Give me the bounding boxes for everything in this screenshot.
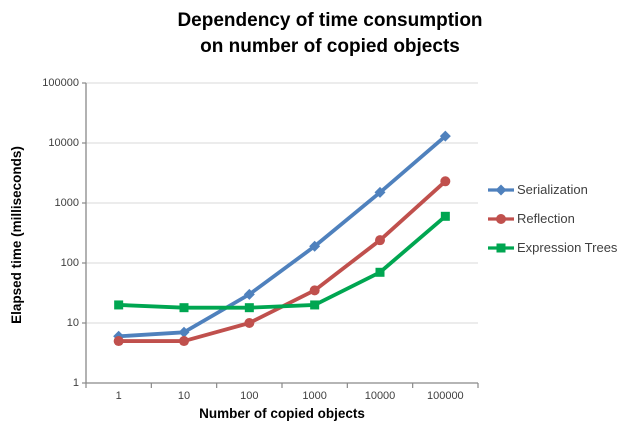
marker-expression-trees: [440, 211, 450, 221]
marker-reflection: [179, 336, 189, 347]
legend-swatch-circle-icon: [488, 213, 514, 224]
legend-swatch-square-icon: [488, 243, 514, 252]
series-line-reflection: [116, 179, 448, 343]
legend-marker: [496, 213, 506, 224]
marker-serialization: [243, 288, 255, 300]
marker-serialization: [178, 326, 190, 338]
chart-title-line1: Dependency of time consumption: [177, 10, 483, 31]
legend-label: Expression Trees: [517, 240, 618, 255]
marker-reflection: [440, 176, 451, 187]
x-tick-label: 1: [115, 390, 122, 402]
x-tick-label: 1000: [302, 390, 327, 402]
y-tick-label: 10000: [48, 137, 79, 149]
legend-marker: [495, 184, 507, 195]
legend-item-reflection: Reflection: [487, 204, 617, 233]
marker-reflection: [113, 336, 124, 347]
x-tick-label: 10: [177, 390, 191, 402]
marker-reflection: [244, 318, 255, 328]
marker-reflection: [309, 285, 320, 296]
legend-label: Reflection: [517, 211, 575, 226]
marker-expression-trees: [375, 267, 385, 277]
series-line-expression-trees: [116, 214, 448, 310]
marker-expression-trees: [179, 303, 189, 313]
y-tick-label: 1: [72, 377, 79, 389]
x-tick-label: 10000: [364, 390, 396, 402]
marker-expression-trees: [310, 300, 320, 310]
legend-label: Serialization: [517, 182, 588, 197]
series-line-serialization: [116, 134, 448, 339]
marker-serialization: [439, 130, 451, 142]
marker-reflection: [375, 235, 385, 246]
legend-swatch-diamond-icon: [488, 184, 514, 195]
y-tick-label: 10: [66, 317, 79, 329]
marker-serialization: [374, 186, 386, 198]
marker-expression-trees: [244, 303, 254, 313]
marker-serialization: [309, 240, 321, 252]
chart-title: Dependency of time consumption on number…: [30, 8, 630, 60]
x-tick-label: 100: [240, 390, 259, 402]
legend-marker: [496, 243, 506, 252]
legend-item-expression-trees: Expression Trees: [487, 233, 617, 262]
y-tick-label: 100: [60, 257, 79, 269]
y-tick-label: 100000: [42, 77, 79, 89]
x-tick-label: 100000: [426, 390, 464, 402]
chart-title-line2: on number of copied objects: [200, 36, 460, 57]
legend-item-serialization: Serialization: [487, 175, 617, 204]
chart-legend: Serialization Reflection Expression Trees: [487, 175, 617, 262]
marker-expression-trees: [114, 300, 124, 310]
x-axis-title: Number of copied objects: [199, 406, 365, 421]
y-tick-label: 1000: [54, 197, 79, 209]
